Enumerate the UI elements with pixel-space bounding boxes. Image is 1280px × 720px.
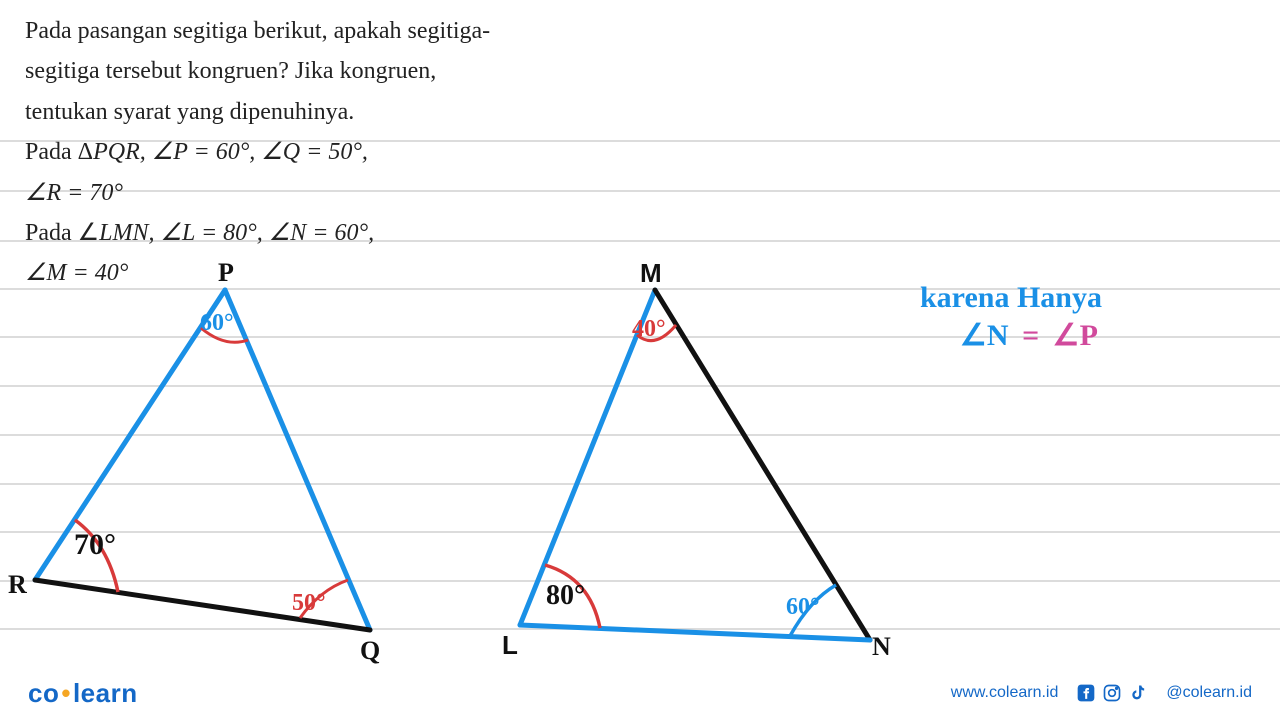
tiktok-icon xyxy=(1128,683,1148,703)
vertex-label-m: M xyxy=(640,258,662,289)
vertex-label-n: N xyxy=(872,632,891,662)
annotation-line-2: ∠N = ∠P xyxy=(960,318,1098,354)
angle-label-m: 40° xyxy=(632,316,666,343)
brand-logo: co•learn xyxy=(28,678,138,709)
footer-url: www.colearn.id xyxy=(951,684,1059,702)
angle-label-n: 60° xyxy=(786,594,820,621)
footer-handle: @colearn.id xyxy=(1166,684,1252,702)
footer-bar: co•learn www.colearn.id @colearn.id xyxy=(0,666,1280,720)
brand-dot-icon: • xyxy=(61,678,71,708)
social-icons xyxy=(1076,683,1148,703)
annotation-line-1: karena Hanya xyxy=(920,280,1102,316)
facebook-icon xyxy=(1076,683,1096,703)
instagram-icon xyxy=(1102,683,1122,703)
angle-label-l: 80° xyxy=(546,580,585,612)
vertex-label-l: L xyxy=(502,630,518,661)
triangle-lmn xyxy=(0,0,1000,720)
